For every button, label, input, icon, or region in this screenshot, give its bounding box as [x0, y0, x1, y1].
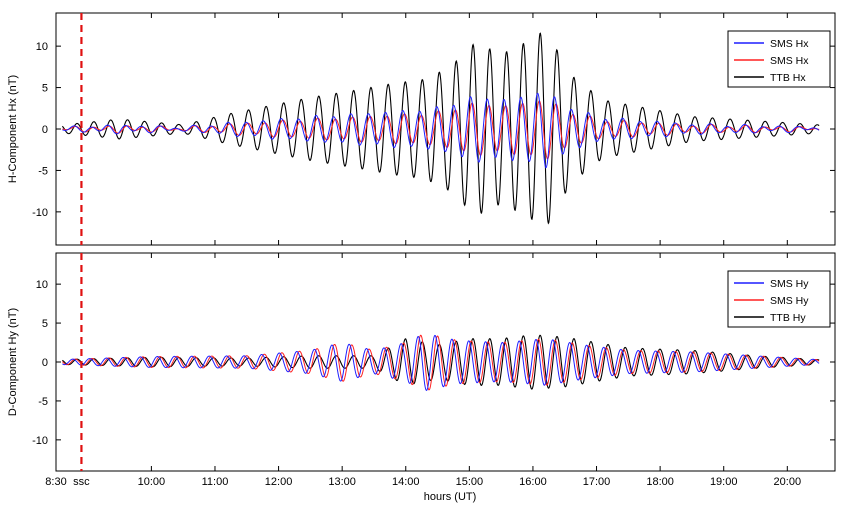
x-tick-label: 14:00 — [392, 476, 420, 488]
legend-entry: SMS Hx — [770, 55, 809, 67]
y-axis-label: H-Component Hx (nT) — [7, 75, 19, 183]
x-tick-label: 12:00 — [265, 476, 293, 488]
x-tick-label: 17:00 — [583, 476, 611, 488]
y-tick-label: 10 — [36, 279, 48, 291]
y-tick-label: -10 — [32, 207, 48, 219]
x-tick-label: 10:00 — [138, 476, 166, 488]
x-tick-label: 13:00 — [328, 476, 356, 488]
y-tick-label: 5 — [42, 83, 48, 95]
y-tick-label: 0 — [42, 357, 48, 369]
y-axis-label: D-Component Hy (nT) — [7, 308, 19, 416]
legend-entry: SMS Hx — [770, 38, 809, 50]
panel-hy: 10 5 0 -5 -10 D-Component Hy (nT) SMS Hy SMS Hy… — [7, 252, 836, 472]
series-line-sms-hy — [62, 334, 820, 392]
panel-hx: 10 5 0 -5 -10 H-Component Hx (nT) SMS Hx SMS Hx… — [7, 12, 836, 246]
x-tick-label: 20:00 — [774, 476, 802, 488]
y-tick-label: -10 — [32, 435, 48, 447]
x-tick-label: 16:00 — [519, 476, 547, 488]
series-line-sms-hx — [62, 100, 820, 160]
x-tick-labels: 8:30 ssc 10:00 11:00 12:00 13:00 14:00 15:00 16:… — [45, 476, 801, 488]
y-tick-label: -5 — [38, 396, 48, 408]
y-tick-label: 0 — [42, 124, 48, 136]
x-axis-label: hours (UT) — [424, 491, 477, 503]
legend-entry: SMS Hy — [770, 278, 809, 290]
y-tick-label: 10 — [36, 41, 48, 53]
x-tick-label: 8:30 — [45, 476, 66, 488]
y-tick-label: 5 — [42, 318, 48, 330]
series-line-sms-hy — [62, 334, 820, 391]
plot-frame — [55, 252, 836, 472]
legend-entry: TTB Hx — [770, 72, 806, 84]
legend-box — [727, 270, 831, 328]
series-line-ttb-hx — [61, 32, 820, 225]
x-tick-label: 19:00 — [710, 476, 738, 488]
y-tick-label: -5 — [38, 165, 48, 177]
x-tick-label: 18:00 — [646, 476, 674, 488]
x-tick-label: ssc — [73, 476, 90, 488]
x-tick-label: 15:00 — [456, 476, 484, 488]
legend-entry: TTB Hy — [770, 312, 806, 324]
series-line-sms-hx — [62, 92, 820, 169]
x-tick-label: 11:00 — [202, 476, 229, 488]
legend-entry: SMS Hy — [770, 295, 809, 307]
